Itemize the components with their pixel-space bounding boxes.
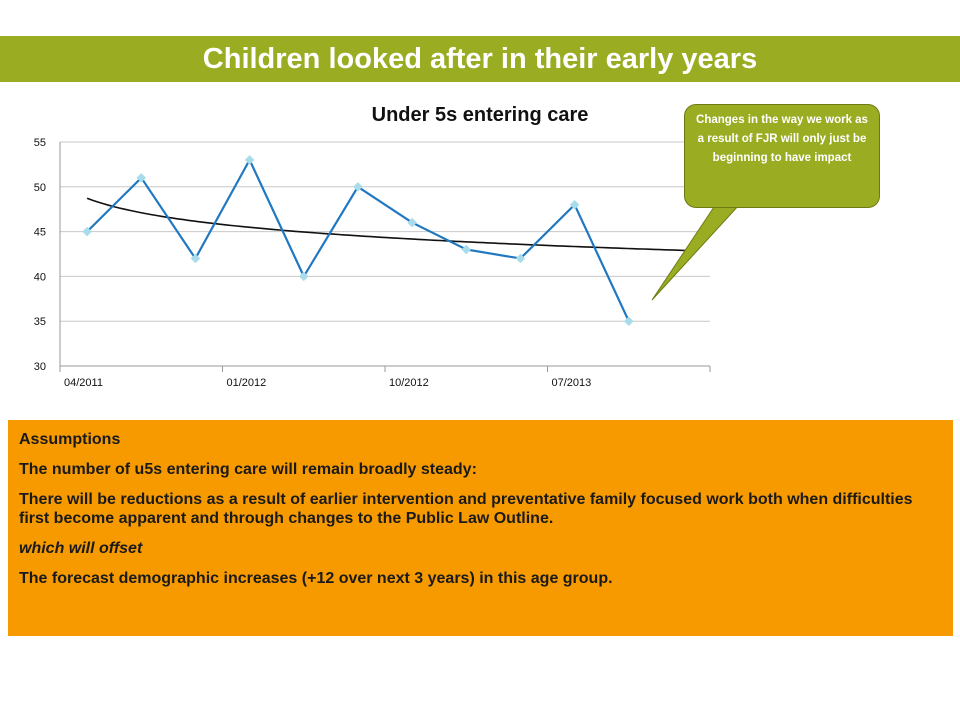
x-tick-label: 04/2011 — [64, 377, 103, 389]
slide-title: Children looked after in their early yea… — [0, 36, 960, 82]
y-tick-label: 55 — [34, 137, 46, 149]
assumptions-text: Assumptions The number of u5s entering c… — [19, 430, 939, 599]
callout-text: Changes in the way we work as a result o… — [696, 114, 868, 164]
assumptions-line-3: which will offset — [19, 540, 143, 557]
data-point — [569, 199, 580, 210]
data-point — [82, 226, 92, 237]
data-point — [353, 181, 363, 192]
y-tick-label: 50 — [34, 182, 46, 194]
chart-title: Under 5s entering care — [371, 104, 589, 126]
y-tick-label: 30 — [34, 361, 46, 373]
assumptions-line-1: The number of u5s entering care will rem… — [19, 461, 477, 478]
y-tick-label: 40 — [34, 271, 46, 283]
line-chart: 30 35 40 45 50 55 04/2011 01/2012 10/2012 07/2013 — [34, 137, 711, 389]
data-point — [298, 271, 309, 282]
assumptions-line-4: The forecast demographic increases (+12 … — [19, 570, 613, 587]
y-tick-label: 35 — [34, 316, 46, 328]
x-tick-label: 10/2012 — [389, 377, 429, 389]
x-tick-label: 07/2013 — [552, 377, 592, 389]
data-point — [461, 244, 472, 255]
data-point — [190, 253, 201, 264]
assumptions-line-2: There will be reductions as a result of … — [19, 491, 913, 527]
data-point — [407, 217, 417, 228]
assumptions-panel — [8, 420, 953, 636]
data-point — [515, 253, 526, 264]
assumptions-heading: Assumptions — [19, 431, 121, 448]
data-point — [136, 172, 147, 183]
callout-box: Changes in the way we work as a result o… — [684, 104, 880, 208]
x-tick-label: 01/2012 — [227, 377, 267, 389]
y-tick-label: 45 — [34, 227, 46, 239]
data-point — [244, 155, 255, 165]
trendline — [86, 197, 687, 252]
data-point — [623, 316, 634, 327]
